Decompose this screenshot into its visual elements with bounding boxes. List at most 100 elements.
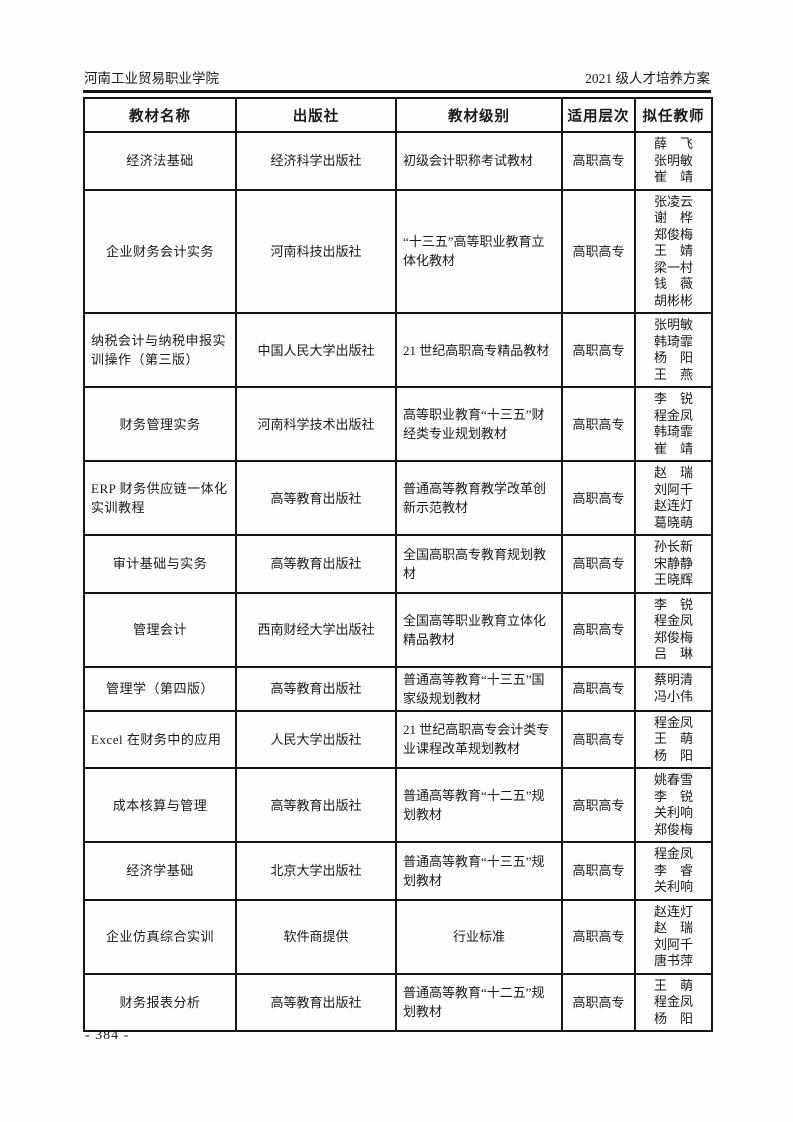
publisher-cell: 高等教育出版社	[235, 460, 397, 536]
teacher-name: 姚春雪	[653, 772, 693, 787]
teacher-name: 王 燕	[653, 366, 693, 382]
teachers-cell: 孙长新 宋静静 王晓辉	[634, 534, 713, 594]
teacher-name: 李 睿	[653, 862, 693, 878]
teacher-name: 王晓辉	[653, 572, 693, 587]
table-row: 纳税会计与纳税申报实训操作（第三版） 中国人民大学出版社 21 世纪高职高专精品教材…	[83, 312, 713, 388]
column-header-textbook-name: 教材名称	[83, 97, 237, 133]
teacher-name: 薛 飞	[653, 136, 693, 151]
target-level-cell: 高职高专	[561, 841, 636, 901]
teacher-name: 关利响	[653, 805, 693, 820]
textbook-name-cell: 纳税会计与纳税申报实训操作（第三版）	[83, 312, 237, 388]
teacher-name: 程金凤	[653, 714, 693, 730]
teacher-name: 谢 桦	[653, 210, 693, 225]
textbook-level-cell: 全国高等职业教育立体化精品教材	[395, 591, 563, 668]
publisher-cell: 北京大学出版社	[235, 841, 397, 901]
textbook-name-cell: 管理学（第四版）	[83, 665, 237, 712]
table-row: 管理会计 西南财经大学出版社 全国高等职业教育立体化精品教材 高职高专李 锐程金凤 郑俊…	[83, 591, 713, 668]
target-level-cell: 高职高专	[561, 131, 636, 191]
teachers-cell: 张凌云谢 桦郑俊梅王 婧梁一村钱 薇胡彬彬	[634, 188, 713, 314]
teacher-name: 李 锐	[653, 788, 693, 804]
doc-header: 河南工业贸易职业学院 2021 级人才培养方案	[83, 70, 711, 87]
target-level-cell: 高职高专	[561, 767, 636, 843]
teacher-name: 程金凤	[653, 994, 693, 1009]
target-level-cell: 高职高专	[561, 534, 636, 594]
publisher-cell: 高等教育出版社	[235, 534, 397, 594]
table-row: 成本核算与管理 高等教育出版社 普通高等教育“十二五”规划教材 高职高专 姚春雪李 锐关…	[83, 767, 713, 843]
teacher-name: 杨 阳	[653, 350, 693, 365]
teacher-name: 崔 靖	[653, 440, 693, 456]
teachers-cell: 程金凤李 睿关利响	[634, 841, 713, 901]
textbook-table: 教材名称 出版社 教材级别 适用层次 拟任教师 经济法基础 经济科学出版社 初级会计…	[83, 97, 713, 1032]
textbook-name-cell: 企业财务会计实务	[83, 188, 237, 314]
teacher-name: 程金凤	[653, 613, 693, 628]
textbook-name-cell: 财务管理实务	[83, 386, 237, 462]
table-row: Excel 在财务中的应用 人民大学出版社 21 世纪高职高专会计类专业课程改革规划…	[83, 709, 713, 769]
target-level-cell: 高职高专	[561, 188, 636, 314]
table-row: 企业仿真综合实训 软件商提供 行业标准 高职高专 赵连灯赵 瑞刘阿千 唐书萍	[83, 898, 713, 975]
teacher-name: 孙长新	[653, 539, 693, 554]
target-level-cell: 高职高专	[561, 386, 636, 462]
publisher-cell: 河南科学技术出版社	[235, 386, 397, 462]
publisher-cell: 软件商提供	[235, 898, 397, 975]
plan-title: 2021 级人才培养方案	[585, 71, 710, 86]
teacher-name: 李 锐	[653, 391, 693, 406]
teacher-name: 王 萌	[653, 731, 693, 746]
teacher-name: 杨 阳	[653, 1010, 693, 1026]
teachers-cell: 李 锐程金凤 韩琦霏崔 靖	[634, 386, 713, 462]
teacher-name: 韩琦霏	[653, 333, 693, 349]
teacher-name: 张凌云	[653, 193, 693, 209]
teacher-name: 郑俊梅	[653, 821, 693, 837]
table-row: 财务管理实务 河南科学技术出版社 高等职业教育“十三五”财经类专业规划教材 高职高专李…	[83, 386, 713, 462]
publisher-cell: 人民大学出版社	[235, 709, 397, 769]
target-level-cell: 高职高专	[561, 898, 636, 975]
textbook-level-cell: “十三五”高等职业教育立体化教材	[395, 188, 563, 314]
teacher-name: 程金凤	[653, 846, 693, 861]
teacher-name: 赵连灯	[653, 903, 693, 919]
textbook-level-cell: 普通高等教育“十二五”规划教材	[395, 767, 563, 843]
textbook-level-cell: 普通高等教育“十二五”规划教材	[395, 972, 563, 1032]
table-row: 经济法基础 经济科学出版社 初级会计职称考试教材 高职高专薛 飞张明敏崔 靖	[83, 131, 713, 191]
table-row: 企业财务会计实务 河南科技出版社 “十三五”高等职业教育立体化教材 高职高专 张凌云谢 …	[83, 188, 713, 314]
table-body: 经济法基础 经济科学出版社 初级会计职称考试教材 高职高专薛 飞张明敏崔 靖企业财务会…	[83, 131, 713, 1032]
teacher-name: 梁一村	[653, 259, 693, 275]
target-level-cell: 高职高专	[561, 709, 636, 769]
table-row: ERP 财务供应链一体化实训教程 高等教育出版社 普通高等教育教学改革创新示范教材高…	[83, 460, 713, 536]
teacher-name: 葛晓萌	[653, 514, 693, 530]
teacher-name: 杨 阳	[653, 747, 693, 763]
textbook-name-cell: 经济法基础	[83, 131, 237, 191]
textbook-level-cell: 高等职业教育“十三五”财经类专业规划教材	[395, 386, 563, 462]
teachers-cell: 张明敏 韩琦霏杨 阳王 燕	[634, 312, 713, 388]
textbook-name-cell: 经济学基础	[83, 841, 237, 901]
teacher-name: 王 婧	[653, 243, 693, 258]
publisher-cell: 高等教育出版社	[235, 972, 397, 1032]
table-header-row: 教材名称 出版社 教材级别 适用层次 拟任教师	[83, 97, 713, 133]
textbook-name-cell: Excel 在财务中的应用	[83, 709, 237, 769]
publisher-cell: 中国人民大学出版社	[235, 312, 397, 388]
header-rule	[83, 90, 711, 93]
target-level-cell: 高职高专	[561, 460, 636, 536]
teachers-cell: 薛 飞张明敏崔 靖	[634, 131, 713, 191]
publisher-cell: 经济科学出版社	[235, 131, 397, 191]
column-header-teachers: 拟任教师	[634, 97, 713, 133]
teacher-name: 崔 靖	[653, 169, 693, 184]
textbook-level-cell: 21 世纪高职高专会计类专业课程改革规划教材	[395, 709, 563, 769]
teacher-name: 赵 瑞	[653, 920, 693, 935]
textbook-level-cell: 全国高职高专教育规划教材	[395, 534, 563, 594]
publisher-cell: 高等教育出版社	[235, 665, 397, 712]
publisher-cell: 河南科技出版社	[235, 188, 397, 314]
teacher-name: 胡彬彬	[653, 292, 693, 308]
teachers-cell: 王 萌程金凤杨 阳	[634, 972, 713, 1032]
textbook-name-cell: 财务报表分析	[83, 972, 237, 1032]
teacher-name: 吕 琳	[653, 646, 693, 661]
teacher-name: 冯小伟	[653, 688, 693, 704]
target-level-cell: 高职高专	[561, 312, 636, 388]
textbook-level-cell: 普通高等教育“十三五”国家级规划教材	[395, 665, 563, 712]
teacher-name: 蔡明清	[653, 672, 693, 687]
page-content: 河南工业贸易职业学院 2021 级人才培养方案 教材名称 出版社 教材级别 适用…	[83, 70, 713, 1032]
textbook-name-cell: 企业仿真综合实训	[83, 898, 237, 975]
teachers-cell: 赵 瑞刘阿千 赵连灯 葛晓萌	[634, 460, 713, 536]
teacher-name: 王 萌	[653, 977, 693, 993]
table-row: 审计基础与实务 高等教育出版社 全国高职高专教育规划教材 高职高专 孙长新 宋静静 王晓辉	[83, 534, 713, 594]
teacher-name: 钱 薇	[653, 276, 693, 291]
